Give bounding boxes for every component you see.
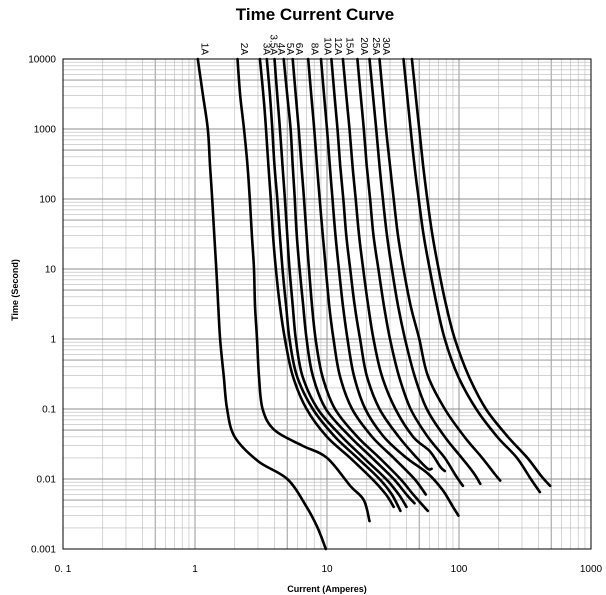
- curve-label: 30A: [380, 37, 391, 55]
- x-tick-labels: 0. 1 1 10 100 1000: [55, 564, 603, 575]
- curve-label: 5A: [284, 43, 295, 56]
- curve-label: 12A: [332, 37, 343, 55]
- curve-3a: [258, 57, 395, 509]
- curve-unlabeled: [402, 57, 542, 494]
- x-tick-label: 1000: [580, 564, 603, 575]
- x-tick-label: 0. 1: [55, 564, 72, 575]
- curve-5a: [282, 57, 416, 505]
- curve-12a: [330, 57, 433, 471]
- curve-2a: [236, 57, 371, 523]
- plot-frame: [62, 58, 592, 550]
- chart-curves: [196, 57, 552, 551]
- y-tick-labels: 0.001 0.01 0.1 1 10 100 1000 10000: [28, 55, 56, 556]
- y-axis-label: Time (Second): [10, 259, 20, 321]
- y-tick-label: 0.1: [42, 405, 56, 416]
- curve-30a: [378, 57, 502, 482]
- y-tick-label: 1: [50, 335, 56, 346]
- curve-label: 6A: [293, 43, 304, 56]
- curve-25a: [368, 57, 482, 486]
- curve-8a: [306, 57, 428, 496]
- curve-label: 3.5A: [267, 34, 278, 55]
- curve-6a: [291, 57, 430, 513]
- y-tick-label: 1000: [34, 125, 57, 136]
- y-tick-label: 100: [39, 195, 56, 206]
- curve-label: 25A: [370, 37, 381, 55]
- curve-4a: [273, 57, 408, 509]
- curve-label: 20A: [358, 37, 369, 55]
- y-tick-label: 0.01: [37, 475, 57, 486]
- curve-label: 1A: [198, 43, 209, 56]
- curve-1a: [196, 57, 328, 551]
- curve-label: 2A: [238, 43, 249, 56]
- x-tick-label: 10: [321, 564, 333, 575]
- y-tick-label: 10: [45, 265, 57, 276]
- curve-label: 3A: [260, 43, 271, 56]
- x-tick-label: 100: [451, 564, 468, 575]
- curve-label: 10A: [322, 37, 333, 55]
- curve-20a: [356, 57, 465, 488]
- curve-label: 15A: [343, 37, 354, 55]
- curve-15a: [341, 57, 447, 473]
- curve-label: 8A: [309, 43, 320, 56]
- curve-3-5a: [265, 57, 402, 513]
- curve-unlabeled: [410, 57, 552, 488]
- curve-label: 4A: [275, 43, 286, 56]
- curve-10a: [319, 57, 460, 517]
- y-tick-label: 0.001: [31, 545, 56, 556]
- x-tick-label: 1: [192, 564, 198, 575]
- x-axis-label: Current (Amperes): [287, 584, 367, 594]
- y-tick-label: 10000: [28, 55, 56, 66]
- chart-title: Time Current Curve: [236, 5, 394, 24]
